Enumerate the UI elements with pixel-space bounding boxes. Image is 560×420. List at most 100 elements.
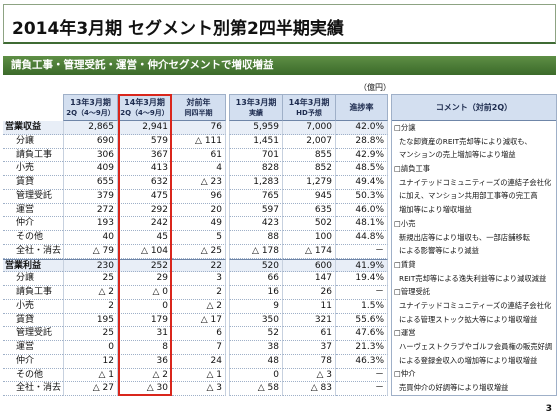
value-cell: 413 [118, 162, 172, 176]
row-label: 全社・消去 [3, 245, 63, 259]
value-cell: △ 25 [172, 244, 226, 259]
value-cell: 350 [229, 313, 283, 328]
value-cell: 0 [63, 341, 118, 355]
value-cell: 5,959 [229, 121, 283, 135]
value-cell: 49 [172, 217, 226, 231]
headline-band: 請負工事・管理受託・運営・仲介セグメントで増収増益 [3, 56, 556, 75]
value-cell: 520 [229, 258, 283, 273]
comment-header: コメント（対前2Q） [392, 95, 556, 121]
value-cell: 78 [283, 354, 336, 369]
value-cell: 28.8% [336, 134, 388, 149]
value-cell: 632 [118, 176, 172, 190]
header-line: 13年3月期 [70, 97, 111, 107]
value-cell: 38 [229, 341, 283, 355]
value-cell: △ 2 [172, 299, 226, 314]
value-cell: 25 [63, 327, 118, 341]
header-fy2014-forecast: 14年3月期 HD予想 [283, 94, 336, 121]
comment-text: 増加等により増収増益 [399, 205, 472, 215]
row-label: 請負工事 [3, 149, 63, 163]
value-cell: △ 0 [118, 286, 172, 300]
value-cell: 48.5% [336, 162, 388, 176]
table-row: 分譲 690 579 △ 111 1,451 2,007 28.8% [3, 134, 388, 149]
header-line: HD予想 [296, 108, 322, 117]
value-cell: 4 [172, 162, 226, 176]
value-cell: 37 [283, 341, 336, 355]
value-cell: 19.4% [336, 272, 388, 286]
value-cell: 852 [283, 162, 336, 176]
value-cell: 635 [283, 203, 336, 218]
value-cell: 66 [229, 272, 283, 286]
comment-text: ユナイテッドコミュニティーズの連結子会社化 [399, 177, 552, 187]
table-row: 全社・消去 △ 79 △ 104 △ 25 △ 178 △ 174 － [3, 244, 388, 259]
value-cell: 379 [63, 189, 118, 204]
row-label: 仲介 [3, 217, 63, 231]
value-cell: 579 [118, 134, 172, 149]
table-row: 賃貸 195 179 △ 17 350 321 55.6% [3, 313, 388, 328]
comment-heading: □賃貸 [394, 259, 416, 269]
value-cell: △ 2 [118, 368, 172, 383]
table-row: 仲介 12 36 24 48 78 46.3% [3, 354, 388, 369]
value-cell: 701 [229, 148, 283, 163]
value-cell: 11 [283, 299, 336, 314]
row-label: 全社・消去 [3, 382, 63, 396]
value-cell: 61 [172, 148, 226, 163]
header-fy2013-actual: 13年3月期 実績 [229, 94, 283, 121]
value-cell: 61 [283, 327, 336, 341]
header-line: 14年3月期 [288, 97, 330, 107]
value-cell: 2,007 [283, 134, 336, 149]
table-row: 請負工事 306 367 61 701 855 42.9% [3, 148, 388, 163]
value-cell: 3 [172, 272, 226, 286]
title-bar: 2014年3月期 セグメント別第2四半期実績 [3, 4, 556, 44]
header-line: 実績 [249, 108, 263, 117]
table-row: 管理受託 379 475 96 765 945 50.3% [3, 189, 388, 204]
value-cell: △ 178 [229, 244, 283, 259]
header-yoy-change: 対前年 同四半期 [172, 94, 226, 121]
value-cell: 195 [63, 313, 118, 328]
value-cell: 230 [63, 258, 118, 273]
comment-heading: □仲介 [394, 369, 416, 379]
value-cell: 36 [118, 354, 172, 369]
table-row: 管理受託 25 31 6 52 61 47.6% [3, 327, 388, 341]
value-cell: 49.4% [336, 176, 388, 190]
value-cell: △ 83 [283, 382, 336, 396]
value-cell: 597 [229, 203, 283, 218]
value-cell: △ 79 [63, 244, 118, 259]
value-cell: 600 [283, 258, 336, 273]
comment-text: による影響等により減益 [399, 246, 479, 256]
header-line: 2Q（4～9月） [120, 108, 169, 117]
page-number: 3 [545, 404, 552, 414]
table-row: 運営 0 8 7 38 37 21.3% [3, 341, 388, 355]
comment-text: たな卸資産のREIT売却等により減収も、 [399, 136, 532, 146]
header-line: 対前年 [186, 97, 211, 107]
value-cell: 16 [229, 286, 283, 300]
value-cell: 193 [63, 217, 118, 231]
total-row: 営業収益 2,865 2,941 76 5,959 7,000 42.0% [3, 121, 388, 135]
value-cell: 96 [172, 189, 226, 204]
value-cell: － [336, 286, 388, 300]
value-cell: △ 111 [172, 134, 226, 149]
value-cell: 321 [283, 313, 336, 328]
value-cell: 88 [229, 231, 283, 245]
value-cell: 76 [172, 121, 226, 135]
value-cell: － [336, 244, 388, 259]
header-fy2014-2q: 14年3月期 2Q（4～9月） [118, 94, 172, 121]
value-cell: 423 [229, 217, 283, 231]
table-row: 小売 2 0 △ 2 9 11 1.5% [3, 299, 388, 314]
value-cell: 40 [63, 231, 118, 245]
value-cell: 46.3% [336, 354, 388, 369]
value-cell: － [336, 382, 388, 396]
value-cell: △ 174 [283, 244, 336, 259]
value-cell: 242 [118, 217, 172, 231]
value-cell: 31 [118, 327, 172, 341]
row-label: 分譲 [3, 135, 63, 149]
header-blank [3, 94, 63, 121]
value-cell: 48.1% [336, 217, 388, 231]
row-label: 営業利益 [3, 258, 63, 273]
value-cell: 252 [118, 258, 172, 273]
value-cell: △ 2 [63, 286, 118, 300]
table-row: その他 40 45 5 88 100 44.8% [3, 231, 388, 245]
value-cell: 945 [283, 189, 336, 204]
comment-heading: □管理受託 [394, 287, 431, 297]
value-cell: 7 [172, 341, 226, 355]
value-cell: 29 [118, 272, 172, 286]
